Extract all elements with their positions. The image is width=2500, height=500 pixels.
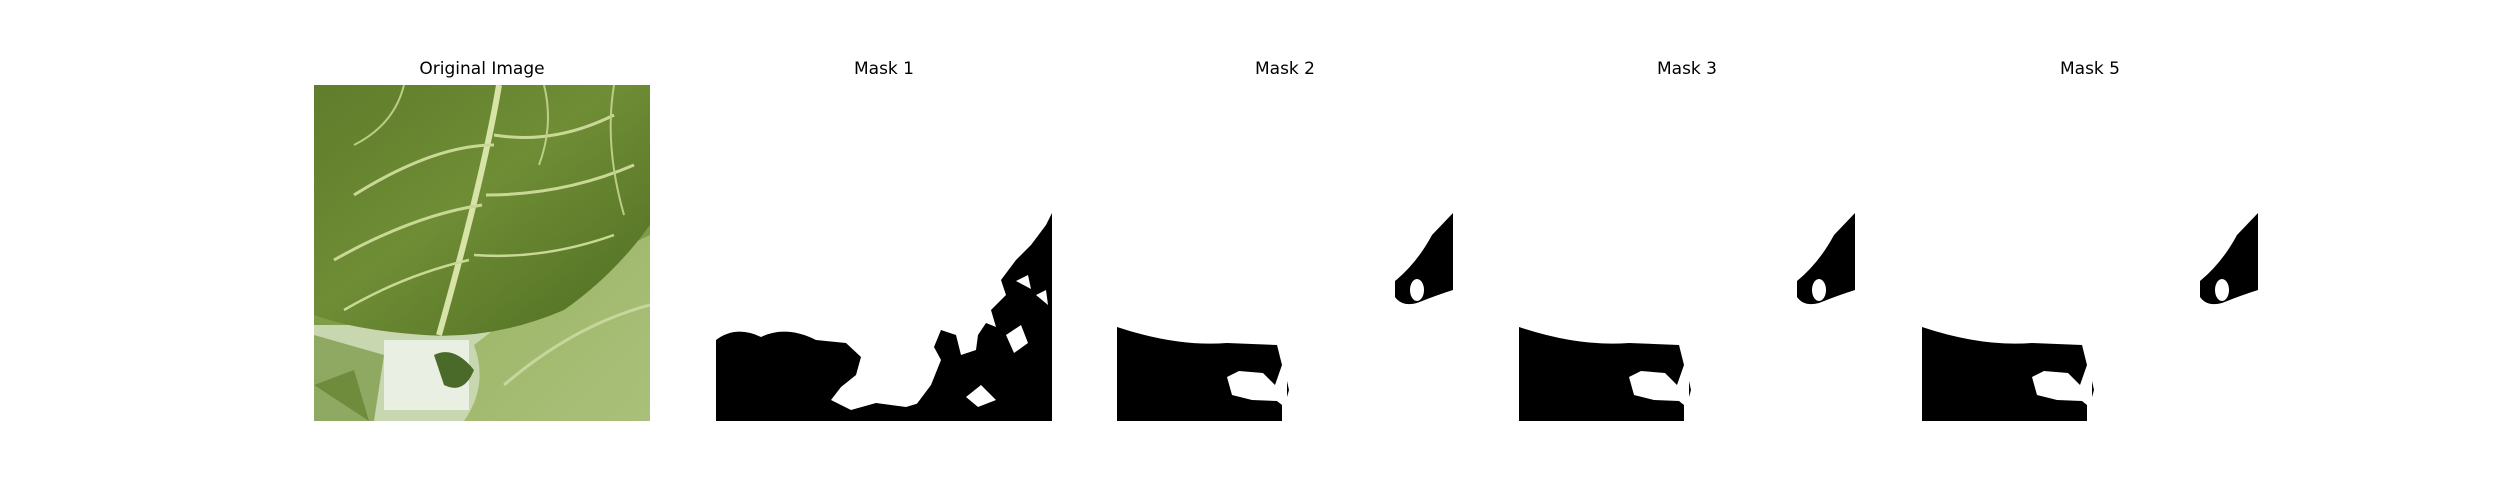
mask-1-image (716, 85, 1052, 421)
panel-mask-5: Mask 5 (1922, 0, 2258, 500)
panel-title: Original Image (419, 59, 545, 79)
panel-original-image: Original Image (314, 0, 650, 500)
panel-title: Mask 2 (1254, 59, 1315, 79)
panel-mask-2: Mask 2 (1117, 0, 1453, 500)
panel-title: Mask 5 (2059, 59, 2120, 79)
panel-title: Mask 1 (853, 59, 914, 79)
mask-5-image (1922, 85, 2258, 421)
panel-title: Mask 3 (1656, 59, 1717, 79)
mask-3-image (1519, 85, 1855, 421)
original-leaf-photo (314, 85, 650, 421)
mask-2-image (1117, 85, 1453, 421)
panel-mask-3: Mask 3 (1519, 0, 1855, 500)
panel-mask-1: Mask 1 (716, 0, 1052, 500)
